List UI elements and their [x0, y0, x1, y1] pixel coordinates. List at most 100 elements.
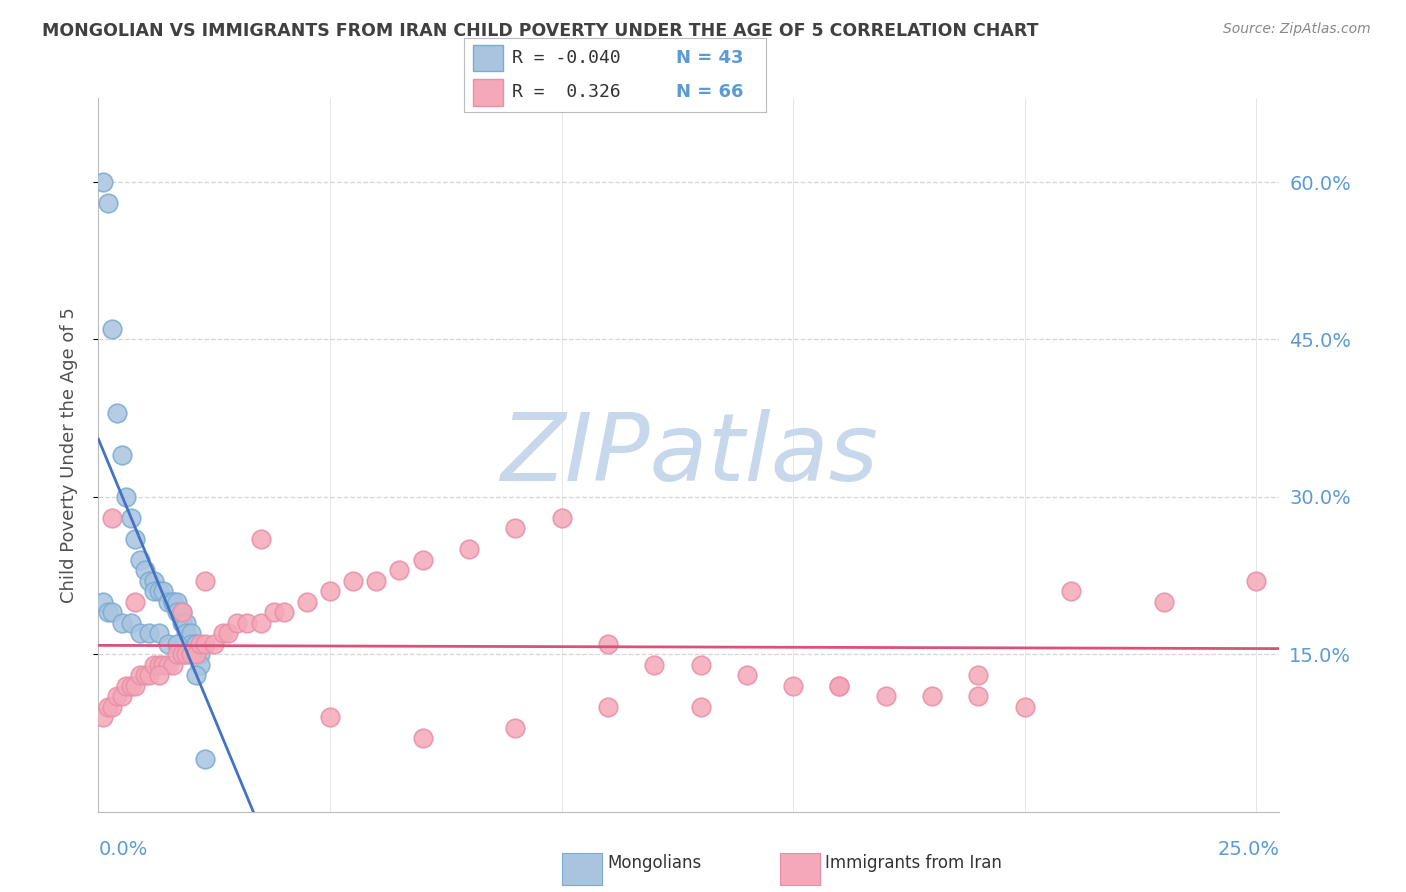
- Point: [735, 668, 758, 682]
- Point: [166, 605, 188, 619]
- Point: [273, 605, 295, 619]
- Point: [124, 679, 146, 693]
- Point: [110, 690, 132, 704]
- Point: [643, 657, 665, 672]
- Point: [1246, 574, 1268, 588]
- Point: [156, 657, 179, 672]
- Point: [176, 626, 198, 640]
- Point: [120, 615, 142, 630]
- Point: [120, 511, 142, 525]
- Point: [828, 679, 851, 693]
- Point: [388, 563, 411, 577]
- Point: [124, 595, 146, 609]
- Point: [129, 668, 152, 682]
- Point: [503, 521, 526, 535]
- Point: [170, 605, 193, 619]
- Point: [156, 595, 179, 609]
- Point: [212, 626, 235, 640]
- Point: [967, 668, 990, 682]
- Point: [194, 637, 217, 651]
- Point: [967, 690, 990, 704]
- Point: [503, 721, 526, 735]
- Point: [226, 615, 249, 630]
- Point: [194, 574, 217, 588]
- Point: [110, 448, 132, 462]
- Point: [97, 196, 120, 211]
- Point: [194, 752, 217, 766]
- Point: [184, 637, 207, 651]
- Point: [875, 690, 897, 704]
- Text: N = 43: N = 43: [676, 49, 744, 67]
- Point: [782, 679, 804, 693]
- Point: [91, 595, 114, 609]
- Bar: [472, 45, 503, 71]
- Point: [921, 690, 943, 704]
- Point: [115, 679, 138, 693]
- Text: Source: ZipAtlas.com: Source: ZipAtlas.com: [1223, 22, 1371, 37]
- Point: [138, 574, 160, 588]
- Point: [166, 648, 188, 662]
- Point: [188, 657, 211, 672]
- Point: [138, 626, 160, 640]
- Point: [184, 637, 207, 651]
- Point: [143, 574, 166, 588]
- Point: [138, 668, 160, 682]
- Text: N = 66: N = 66: [676, 83, 744, 101]
- Point: [97, 605, 120, 619]
- Point: [101, 511, 124, 525]
- Point: [217, 626, 239, 640]
- Point: [180, 626, 202, 640]
- Point: [249, 532, 271, 546]
- Point: [97, 699, 120, 714]
- Point: [152, 584, 174, 599]
- Point: [124, 532, 146, 546]
- Text: R = -0.040: R = -0.040: [512, 49, 621, 67]
- Point: [828, 679, 851, 693]
- Point: [249, 615, 271, 630]
- Point: [105, 690, 128, 704]
- Point: [596, 637, 619, 651]
- Point: [319, 584, 342, 599]
- Point: [91, 175, 114, 189]
- Text: Immigrants from Iran: Immigrants from Iran: [825, 855, 1002, 872]
- Point: [596, 699, 619, 714]
- Point: [235, 615, 257, 630]
- Text: R =  0.326: R = 0.326: [512, 83, 621, 101]
- Point: [176, 615, 198, 630]
- Point: [166, 595, 188, 609]
- Point: [412, 731, 434, 746]
- Point: [188, 648, 211, 662]
- Point: [143, 584, 166, 599]
- Point: [180, 637, 202, 651]
- Point: [170, 605, 193, 619]
- Point: [166, 637, 188, 651]
- Point: [110, 615, 132, 630]
- Point: [170, 648, 193, 662]
- Point: [105, 406, 128, 420]
- Point: [1153, 595, 1175, 609]
- Point: [412, 553, 434, 567]
- Point: [148, 668, 170, 682]
- Point: [184, 648, 207, 662]
- Point: [162, 595, 184, 609]
- Point: [689, 657, 711, 672]
- Point: [366, 574, 388, 588]
- Text: 25.0%: 25.0%: [1218, 840, 1279, 859]
- Point: [101, 699, 124, 714]
- Point: [170, 615, 193, 630]
- Point: [263, 605, 285, 619]
- Text: ZIPatlas: ZIPatlas: [501, 409, 877, 500]
- Point: [115, 490, 138, 504]
- Point: [129, 626, 152, 640]
- Bar: [472, 79, 503, 105]
- Text: MONGOLIAN VS IMMIGRANTS FROM IRAN CHILD POVERTY UNDER THE AGE OF 5 CORRELATION C: MONGOLIAN VS IMMIGRANTS FROM IRAN CHILD …: [42, 22, 1039, 40]
- Point: [176, 648, 198, 662]
- Point: [184, 668, 207, 682]
- Point: [176, 648, 198, 662]
- Point: [129, 553, 152, 567]
- Point: [156, 637, 179, 651]
- Point: [342, 574, 364, 588]
- Point: [134, 668, 156, 682]
- Point: [143, 657, 166, 672]
- Point: [689, 699, 711, 714]
